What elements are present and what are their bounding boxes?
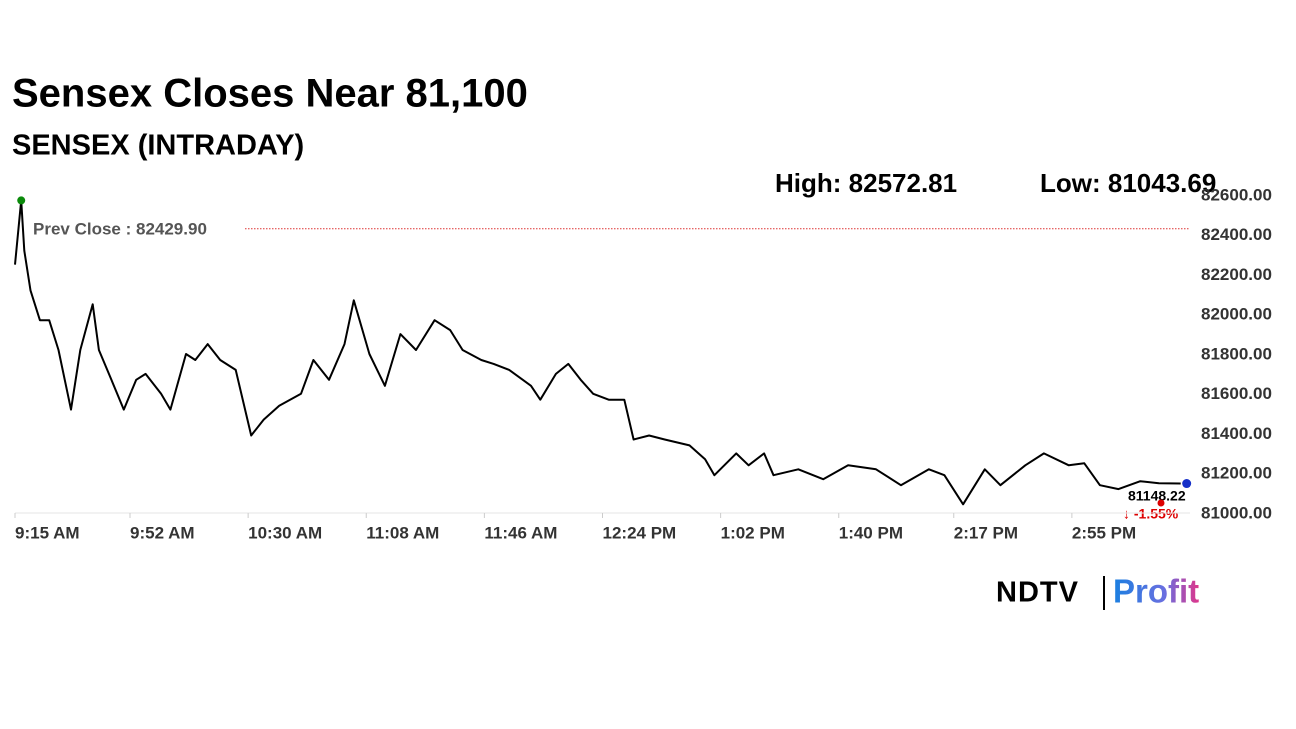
x-tick-label: 10:30 AM xyxy=(248,523,322,542)
last-value-label: 81148.22 xyxy=(1128,488,1186,504)
x-tick-label: 9:52 AM xyxy=(130,523,195,542)
price-line xyxy=(14,199,1181,506)
x-tick-label: 2:17 PM xyxy=(954,523,1018,542)
last-marker xyxy=(1182,479,1192,489)
x-tick-label: 1:02 PM xyxy=(721,523,785,542)
low-label: Low: 81043.69 xyxy=(1040,168,1216,198)
high-marker xyxy=(17,196,26,205)
y-tick-label: 82600.00 xyxy=(1201,185,1272,204)
x-tick-label: 12:24 PM xyxy=(603,523,677,542)
x-tick-label: 1:40 PM xyxy=(839,523,903,542)
high-label: High: 82572.81 xyxy=(775,168,957,198)
y-tick-label: 81800.00 xyxy=(1201,344,1272,363)
y-tick-label: 82400.00 xyxy=(1201,225,1272,244)
y-tick-label: 81000.00 xyxy=(1201,503,1272,522)
prev-close-label: Prev Close : 82429.90 xyxy=(33,219,207,238)
change-label: ↓ -1.55% xyxy=(1123,506,1179,522)
x-tick-label: 11:46 AM xyxy=(484,523,557,542)
brand-left: NDTV xyxy=(996,577,1079,609)
chart-title: Sensex Closes Near 81,100 xyxy=(12,72,528,116)
y-tick-label: 82000.00 xyxy=(1201,305,1272,324)
brand-right: Profit xyxy=(1113,573,1199,610)
change-marker xyxy=(1157,499,1165,507)
x-tick-label: 11:08 AM xyxy=(366,523,439,542)
y-tick-label: 81400.00 xyxy=(1201,424,1272,443)
y-tick-label: 81200.00 xyxy=(1201,464,1272,483)
y-tick-label: 82200.00 xyxy=(1201,265,1272,284)
y-tick-label: 81600.00 xyxy=(1201,384,1272,403)
chart-subtitle: SENSEX (INTRADAY) xyxy=(12,130,304,162)
x-tick-label: 9:15 AM xyxy=(15,523,80,542)
x-tick-label: 2:55 PM xyxy=(1072,523,1136,542)
